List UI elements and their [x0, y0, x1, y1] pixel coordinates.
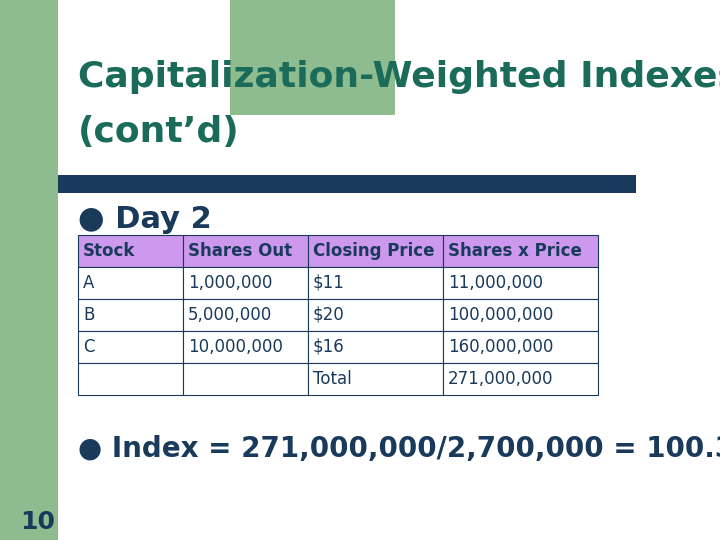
Bar: [443, 299, 598, 331]
Bar: [78, 363, 183, 395]
Bar: [308, 299, 443, 331]
Text: $20: $20: [313, 306, 345, 324]
Text: ● Day 2: ● Day 2: [78, 205, 212, 234]
Bar: [183, 267, 308, 299]
Bar: [308, 331, 443, 363]
Bar: [0, 0, 58, 540]
Bar: [308, 363, 443, 395]
Text: 100,000,000: 100,000,000: [448, 306, 554, 324]
Text: 11,000,000: 11,000,000: [448, 274, 543, 292]
Text: Shares Out: Shares Out: [188, 242, 292, 260]
Bar: [58, 175, 636, 193]
Bar: [308, 235, 443, 267]
Bar: [308, 267, 443, 299]
Text: 10: 10: [20, 510, 55, 534]
Bar: [78, 235, 183, 267]
Text: Capitalization-Weighted Indexes: Capitalization-Weighted Indexes: [78, 60, 720, 94]
Bar: [78, 331, 183, 363]
Text: 1,000,000: 1,000,000: [188, 274, 272, 292]
Text: ● Index = 271,000,000/2,700,000 = 100.37: ● Index = 271,000,000/2,700,000 = 100.37: [78, 435, 720, 463]
Text: $11: $11: [313, 274, 345, 292]
Text: 271,000,000: 271,000,000: [448, 370, 554, 388]
Text: B: B: [83, 306, 94, 324]
Bar: [183, 363, 308, 395]
Text: Closing Price: Closing Price: [313, 242, 434, 260]
Bar: [183, 331, 308, 363]
Bar: [230, 0, 395, 115]
Bar: [78, 299, 183, 331]
Bar: [443, 267, 598, 299]
Text: 5,000,000: 5,000,000: [188, 306, 272, 324]
Text: $16: $16: [313, 338, 345, 356]
Text: Total: Total: [313, 370, 352, 388]
Bar: [443, 331, 598, 363]
Text: Stock: Stock: [83, 242, 135, 260]
Text: Shares x Price: Shares x Price: [448, 242, 582, 260]
Text: 10,000,000: 10,000,000: [188, 338, 283, 356]
Text: (cont’d): (cont’d): [78, 115, 240, 149]
Text: A: A: [83, 274, 94, 292]
Text: 160,000,000: 160,000,000: [448, 338, 554, 356]
Bar: [443, 235, 598, 267]
Bar: [443, 363, 598, 395]
Bar: [183, 299, 308, 331]
Bar: [183, 235, 308, 267]
Text: C: C: [83, 338, 94, 356]
Bar: [78, 267, 183, 299]
